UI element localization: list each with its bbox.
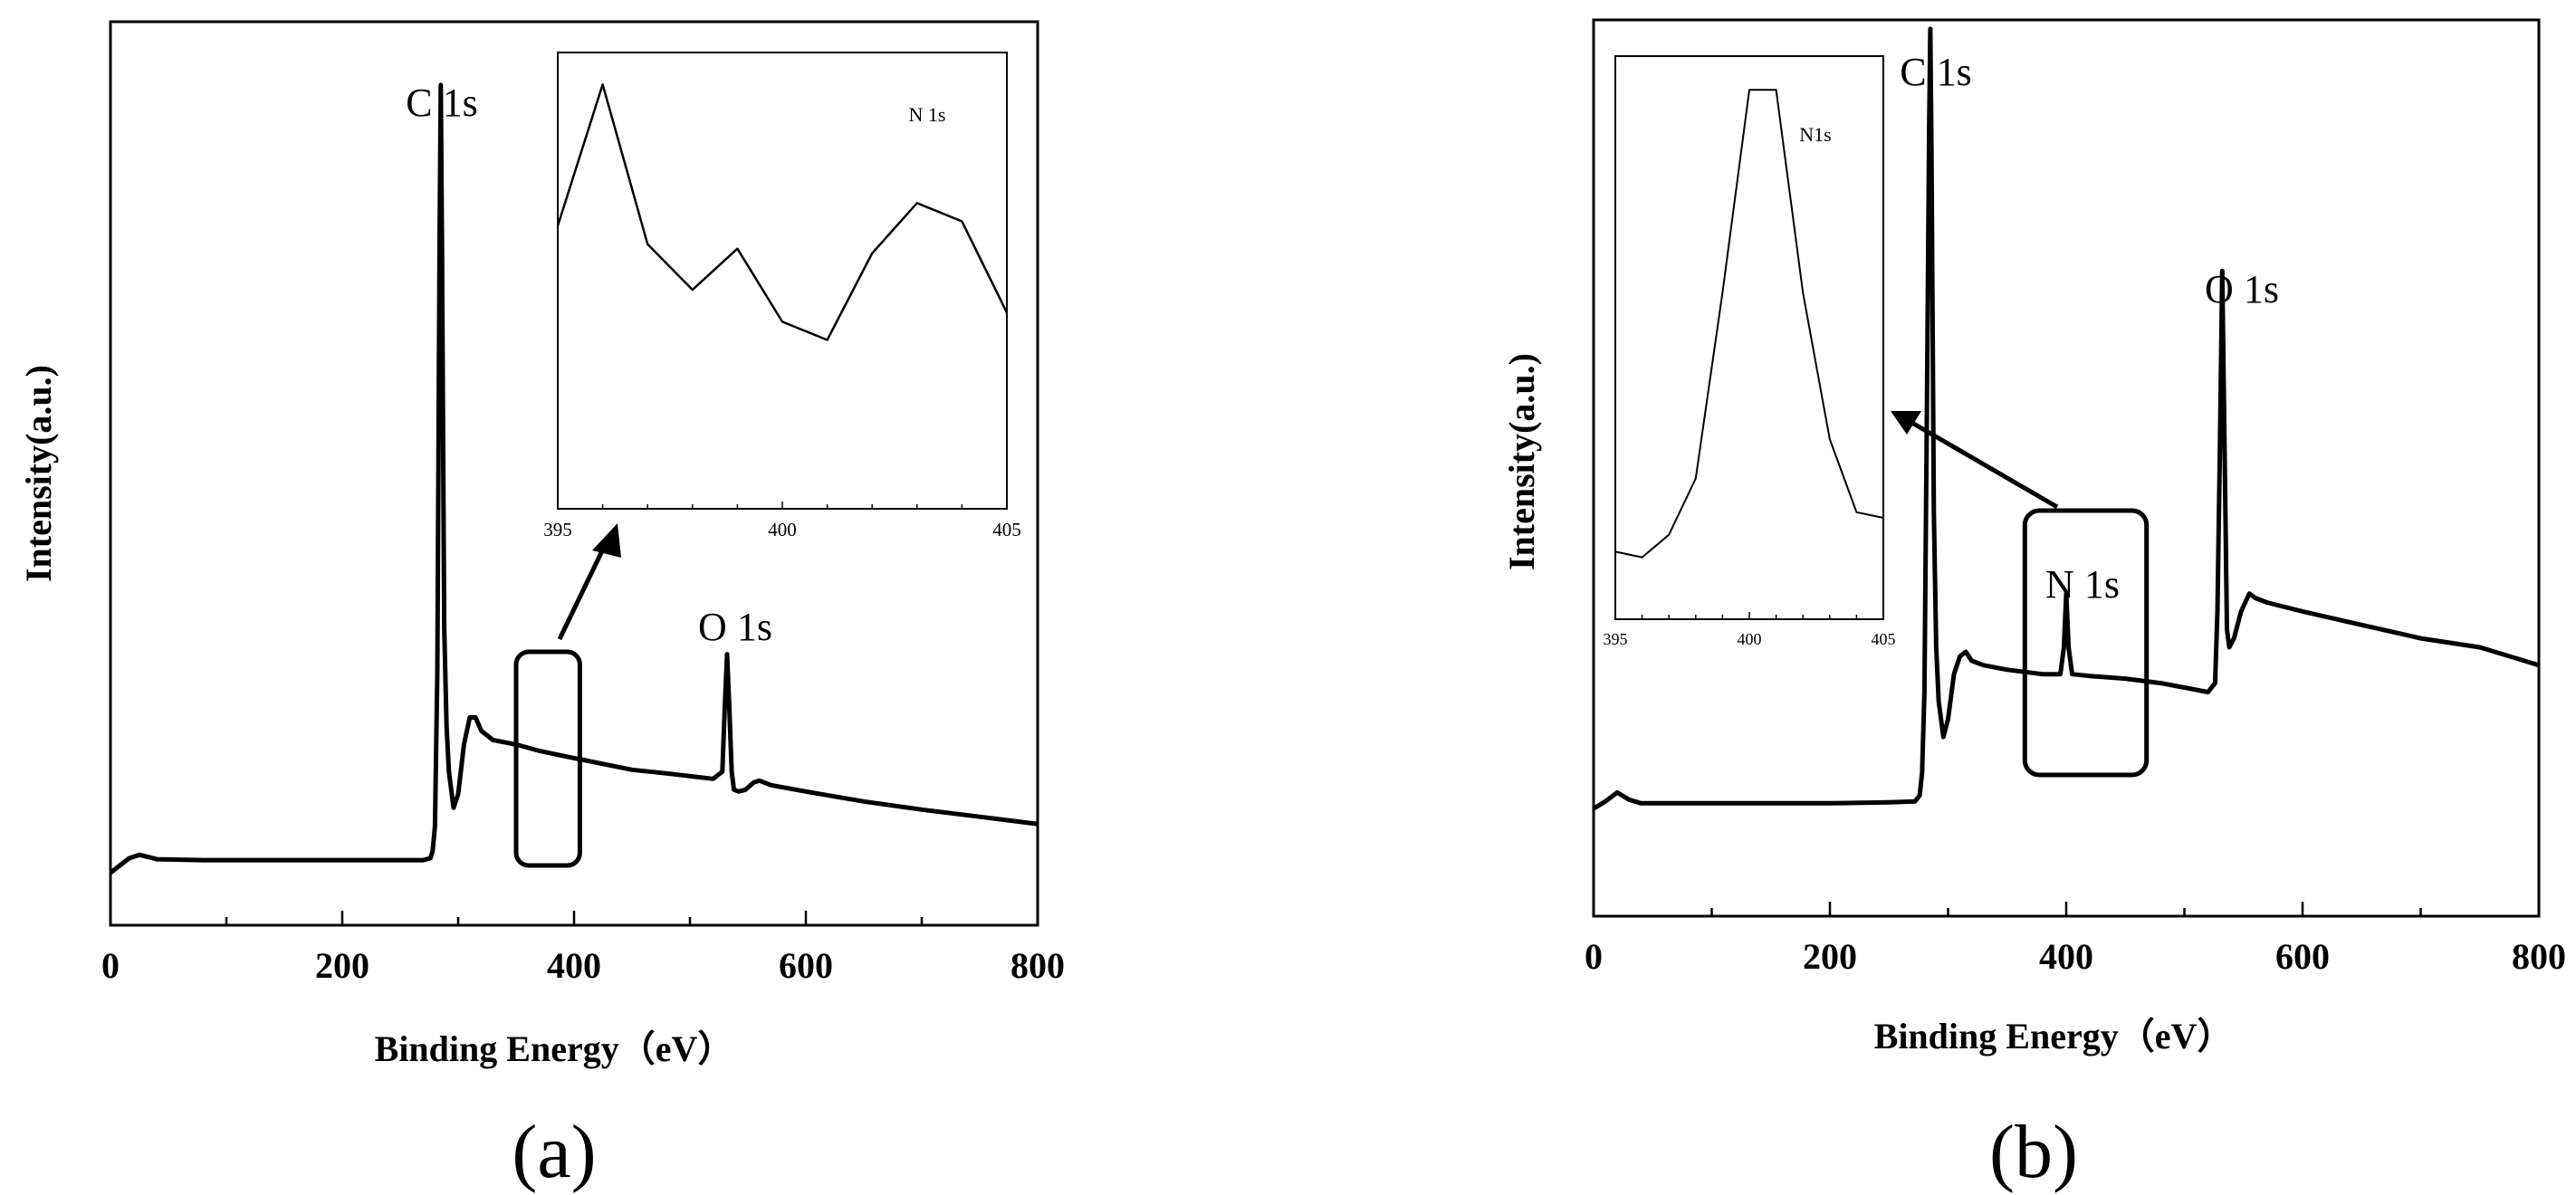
panel-b-n1s-label: N 1s xyxy=(2045,562,2120,607)
x-tick-label: 800 xyxy=(1010,945,1065,986)
panel-b-inset: 395 400 405 N1s xyxy=(1604,55,1896,648)
inset-x-tick-label: 400 xyxy=(768,519,797,540)
panel-a-inset-title: N 1s xyxy=(909,103,946,126)
panel-b-pointer-arrow xyxy=(1909,419,2059,510)
panel-b-x-axis-title: Binding Energy（eV） xyxy=(1874,1016,2234,1056)
inset-x-tick-label: 405 xyxy=(992,519,1021,540)
panel-a-inset-tick-labels: 395 400 405 xyxy=(543,519,1021,540)
panel-a-inset-line xyxy=(556,83,1009,341)
inset-x-tick-label: 395 xyxy=(543,519,572,540)
panel-b-inset-title: N1s xyxy=(1799,123,1831,146)
panel-b-x-ticks xyxy=(1592,902,2541,916)
panel-a-x-ticks xyxy=(109,911,1039,925)
panel-a-arrowhead xyxy=(592,523,621,558)
panel-b-inset-frame xyxy=(1614,55,1884,620)
panel-b-inset-x-ticks xyxy=(1614,612,1884,619)
x-tick-label: 0 xyxy=(1585,936,1603,977)
panel-a-o1s-label: O 1s xyxy=(698,605,772,649)
panel-a-c1s-label: C 1s xyxy=(406,81,477,125)
x-tick-label: 0 xyxy=(101,945,120,986)
inset-x-tick-label: 400 xyxy=(1738,630,1762,648)
panel-b-x-tick-labels: 0 200 400 600 800 xyxy=(1585,936,2566,977)
panel-a-highlight-box xyxy=(513,649,582,868)
panel-a-inset: 395 400 405 N 1s xyxy=(543,52,1021,540)
panel-a-inset-x-ticks xyxy=(557,502,1008,509)
panel-a-inset-frame xyxy=(557,52,1008,510)
panel-a-y-axis-title: Intensity(a.u.) xyxy=(18,365,59,582)
panel-a-label: (a) xyxy=(512,1110,596,1194)
inset-x-tick-label: 395 xyxy=(1604,630,1628,648)
panel-b: 0 200 400 600 800 C 1s N 1s O 1s Intensity(a… xyxy=(1501,18,2566,1194)
panel-b-highlight-box xyxy=(2022,508,2150,778)
x-tick-label: 400 xyxy=(547,945,601,986)
panel-b-inset-tick-labels: 395 400 405 xyxy=(1604,630,1896,648)
panel-b-arrowhead xyxy=(1891,411,1921,435)
panel-a: 0 200 400 600 800 C 1s O 1s Intensity(a.u.) … xyxy=(18,20,1065,1194)
panel-b-label: (b) xyxy=(1989,1110,2078,1194)
x-tick-label: 200 xyxy=(315,945,369,986)
panel-a-x-tick-labels: 0 200 400 600 800 xyxy=(101,945,1065,986)
inset-x-tick-label: 405 xyxy=(1872,630,1896,648)
x-tick-label: 400 xyxy=(2039,936,2093,977)
x-tick-label: 800 xyxy=(2512,936,2566,977)
panel-b-o1s-label: O 1s xyxy=(2205,267,2279,311)
panel-a-x-axis-title: Binding Energy（eV） xyxy=(375,1028,734,1069)
x-tick-label: 600 xyxy=(2275,936,2330,977)
x-tick-label: 600 xyxy=(779,945,833,986)
panel-b-y-axis-title: Intensity(a.u.) xyxy=(1501,353,1542,570)
panel-b-inset-line xyxy=(1614,89,1884,559)
panel-a-spectrum-line xyxy=(109,82,1039,875)
panel-b-c1s-label: C 1s xyxy=(1900,50,1971,94)
x-tick-label: 200 xyxy=(1803,936,1857,977)
panel-a-pointer-arrow xyxy=(557,536,611,641)
